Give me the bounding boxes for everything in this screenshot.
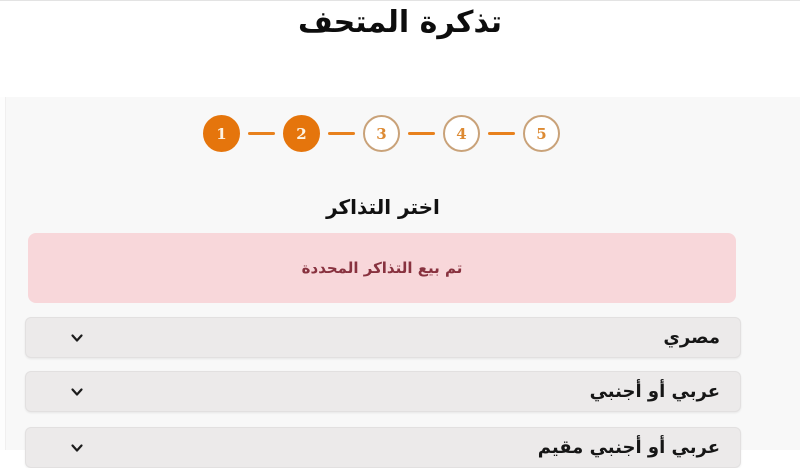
chevron-down-icon bbox=[71, 443, 83, 452]
step-connector bbox=[488, 132, 515, 135]
chevron-down-icon bbox=[71, 387, 83, 396]
choose-tickets-heading: اختر التذاكر bbox=[326, 194, 440, 219]
ticket-category-label: مصري bbox=[663, 327, 720, 348]
sold-out-alert: تم بيع التذاكر المحددة bbox=[28, 233, 736, 303]
ticket-category-arab-or-foreign[interactable]: عربي أو أجنبي bbox=[25, 371, 741, 412]
step-5-circle[interactable]: 5 bbox=[523, 115, 560, 152]
step-3-circle[interactable]: 3 bbox=[363, 115, 400, 152]
ticket-category-arab-or-foreign-resident[interactable]: عربي أو أجنبي مقيم bbox=[25, 427, 741, 468]
step-4-circle[interactable]: 4 bbox=[443, 115, 480, 152]
step-connector bbox=[328, 132, 355, 135]
step-2-circle[interactable]: 2 bbox=[283, 115, 320, 152]
ticket-category-label: عربي أو أجنبي bbox=[589, 381, 720, 402]
page-top-divider bbox=[0, 0, 800, 1]
scrollbar-track[interactable] bbox=[0, 97, 6, 450]
ticket-category-label: عربي أو أجنبي مقيم bbox=[537, 437, 720, 458]
step-connector bbox=[248, 132, 275, 135]
ticket-category-egyptian[interactable]: مصري bbox=[25, 317, 741, 358]
step-connector bbox=[408, 132, 435, 135]
step-1-circle[interactable]: 1 bbox=[203, 115, 240, 152]
page-title: تذكرة المتحف bbox=[297, 5, 503, 40]
page-header: تذكرة المتحف bbox=[0, 1, 800, 97]
wizard-stepper: 1 2 3 4 5 bbox=[203, 115, 560, 152]
sold-out-alert-message: تم بيع التذاكر المحددة bbox=[301, 259, 463, 277]
chevron-down-icon bbox=[71, 333, 83, 342]
